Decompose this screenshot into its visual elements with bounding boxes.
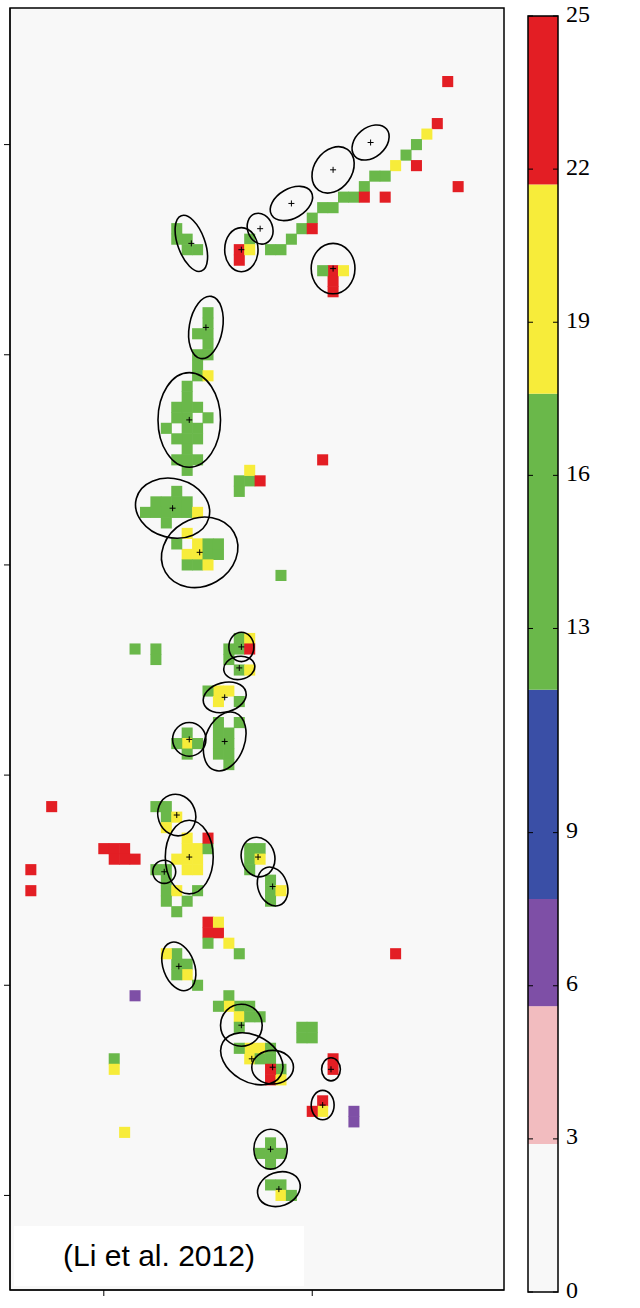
svg-text:9: 9 <box>566 817 578 843</box>
svg-text:3: 3 <box>566 1123 578 1149</box>
svg-text:0: 0 <box>566 1277 578 1303</box>
svg-text:19: 19 <box>566 307 590 333</box>
svg-text:16: 16 <box>566 460 590 486</box>
svg-text:6: 6 <box>566 970 578 996</box>
html-text:(Li et al. 2012): (Li et al. 2012) <box>63 1239 255 1272</box>
svg-text:13: 13 <box>566 613 590 639</box>
svg-text:22: 22 <box>566 154 590 180</box>
svg-text:25: 25 <box>566 1 590 27</box>
